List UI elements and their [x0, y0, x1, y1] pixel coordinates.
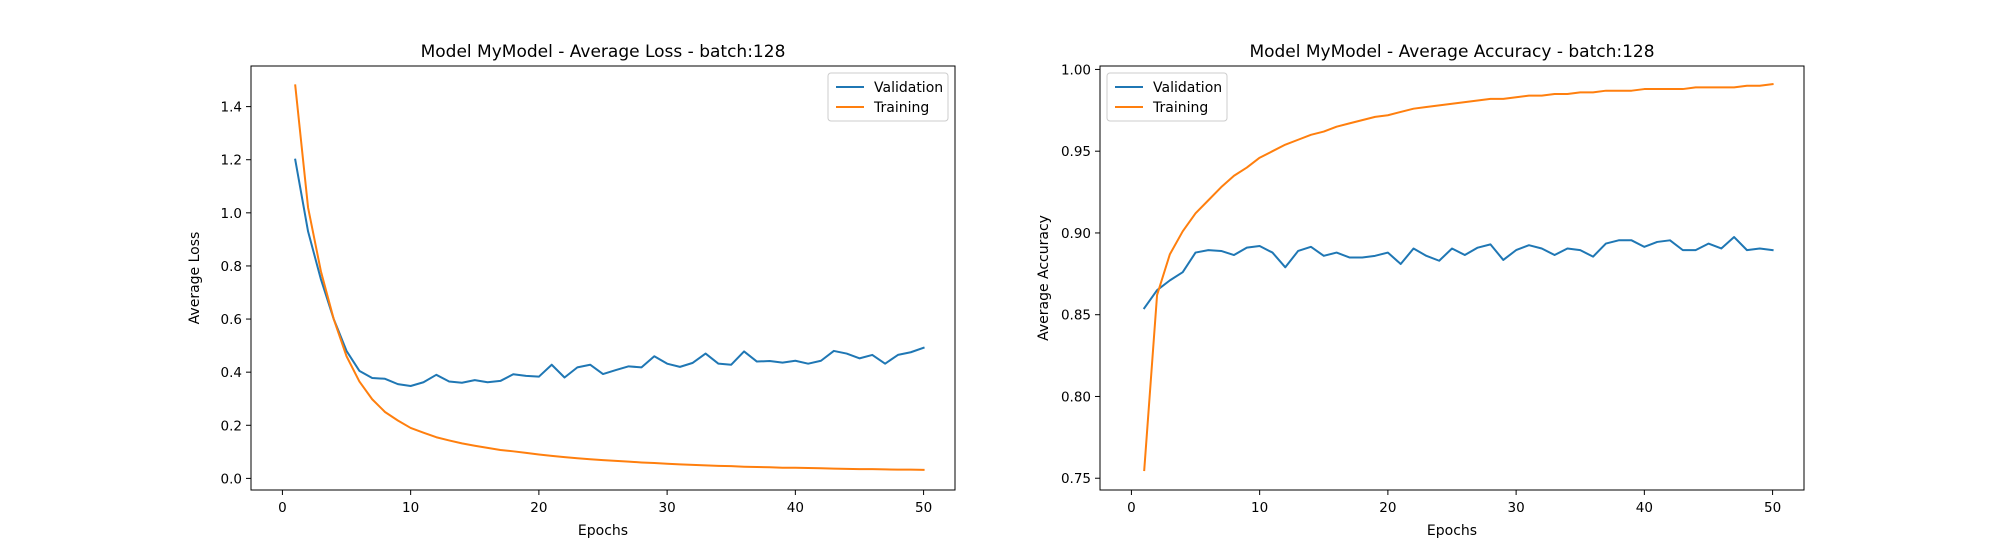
y-axis-label: Average Loss: [187, 232, 203, 325]
legend-box: [1106, 72, 1228, 122]
y-tick-label: 0.0: [221, 471, 242, 487]
x-axis-label: Epochs: [1427, 523, 1477, 539]
x-tick-label: 0: [1127, 500, 1136, 516]
axes-frame: [250, 65, 956, 491]
y-tick-label: 0.6: [221, 312, 242, 328]
legend: Validation Training: [1106, 72, 1228, 122]
chart-loss: Model MyModel - Average Loss - batch:128…: [187, 42, 956, 539]
y-tick-label: 1.00: [1061, 62, 1091, 78]
y-tick-label: 0.75: [1061, 471, 1091, 487]
y-tick-label: 0.4: [221, 365, 242, 381]
x-tick-label: 0: [278, 500, 287, 516]
x-tick-label: 30: [659, 500, 676, 516]
series-line-validation: [1142, 236, 1774, 310]
x-tick-label: 20: [1379, 500, 1396, 516]
x-tick-label: 30: [1508, 500, 1525, 516]
x-tick-label: 20: [530, 500, 547, 516]
y-tick-label: 1.2: [221, 153, 242, 169]
x-tick-label: 10: [402, 500, 419, 516]
y-tick-label: 0.8: [221, 259, 242, 275]
series-line-training: [1143, 83, 1774, 472]
x-tick-label: 50: [915, 500, 932, 516]
y-tick-label: 0.2: [221, 418, 242, 434]
y-tick-label: 1.4: [221, 100, 242, 116]
legend-box: [827, 72, 949, 122]
chart-accuracy: Model MyModel - Average Accuracy - batch…: [1036, 42, 1805, 539]
series-line-training: [294, 84, 925, 471]
legend-label-validation: Validation: [874, 80, 943, 96]
x-tick-label: 50: [1764, 500, 1781, 516]
y-tick-label: 1.0: [221, 206, 242, 222]
legend: Validation Training: [827, 72, 949, 122]
axes-frame: [1099, 65, 1805, 491]
series-line-validation: [294, 158, 925, 387]
x-tick-label: 40: [787, 500, 804, 516]
legend-label-training: Training: [1152, 100, 1208, 116]
y-tick-label: 0.95: [1061, 144, 1091, 160]
chart-title: Model MyModel - Average Loss - batch:128: [421, 42, 786, 62]
legend-label-training: Training: [873, 100, 929, 116]
x-axis-label: Epochs: [578, 523, 628, 539]
plots: Model MyModel - Average Loss - batch:128…: [187, 42, 1805, 539]
x-tick-label: 40: [1636, 500, 1653, 516]
y-tick-label: 0.80: [1061, 389, 1091, 405]
y-tick-label: 0.90: [1061, 226, 1091, 242]
y-axis-label: Average Accuracy: [1036, 215, 1052, 341]
x-tick-label: 10: [1251, 500, 1268, 516]
y-tick-label: 0.85: [1061, 308, 1091, 324]
legend-label-validation: Validation: [1153, 80, 1222, 96]
chart-title: Model MyModel - Average Accuracy - batch…: [1249, 42, 1654, 62]
